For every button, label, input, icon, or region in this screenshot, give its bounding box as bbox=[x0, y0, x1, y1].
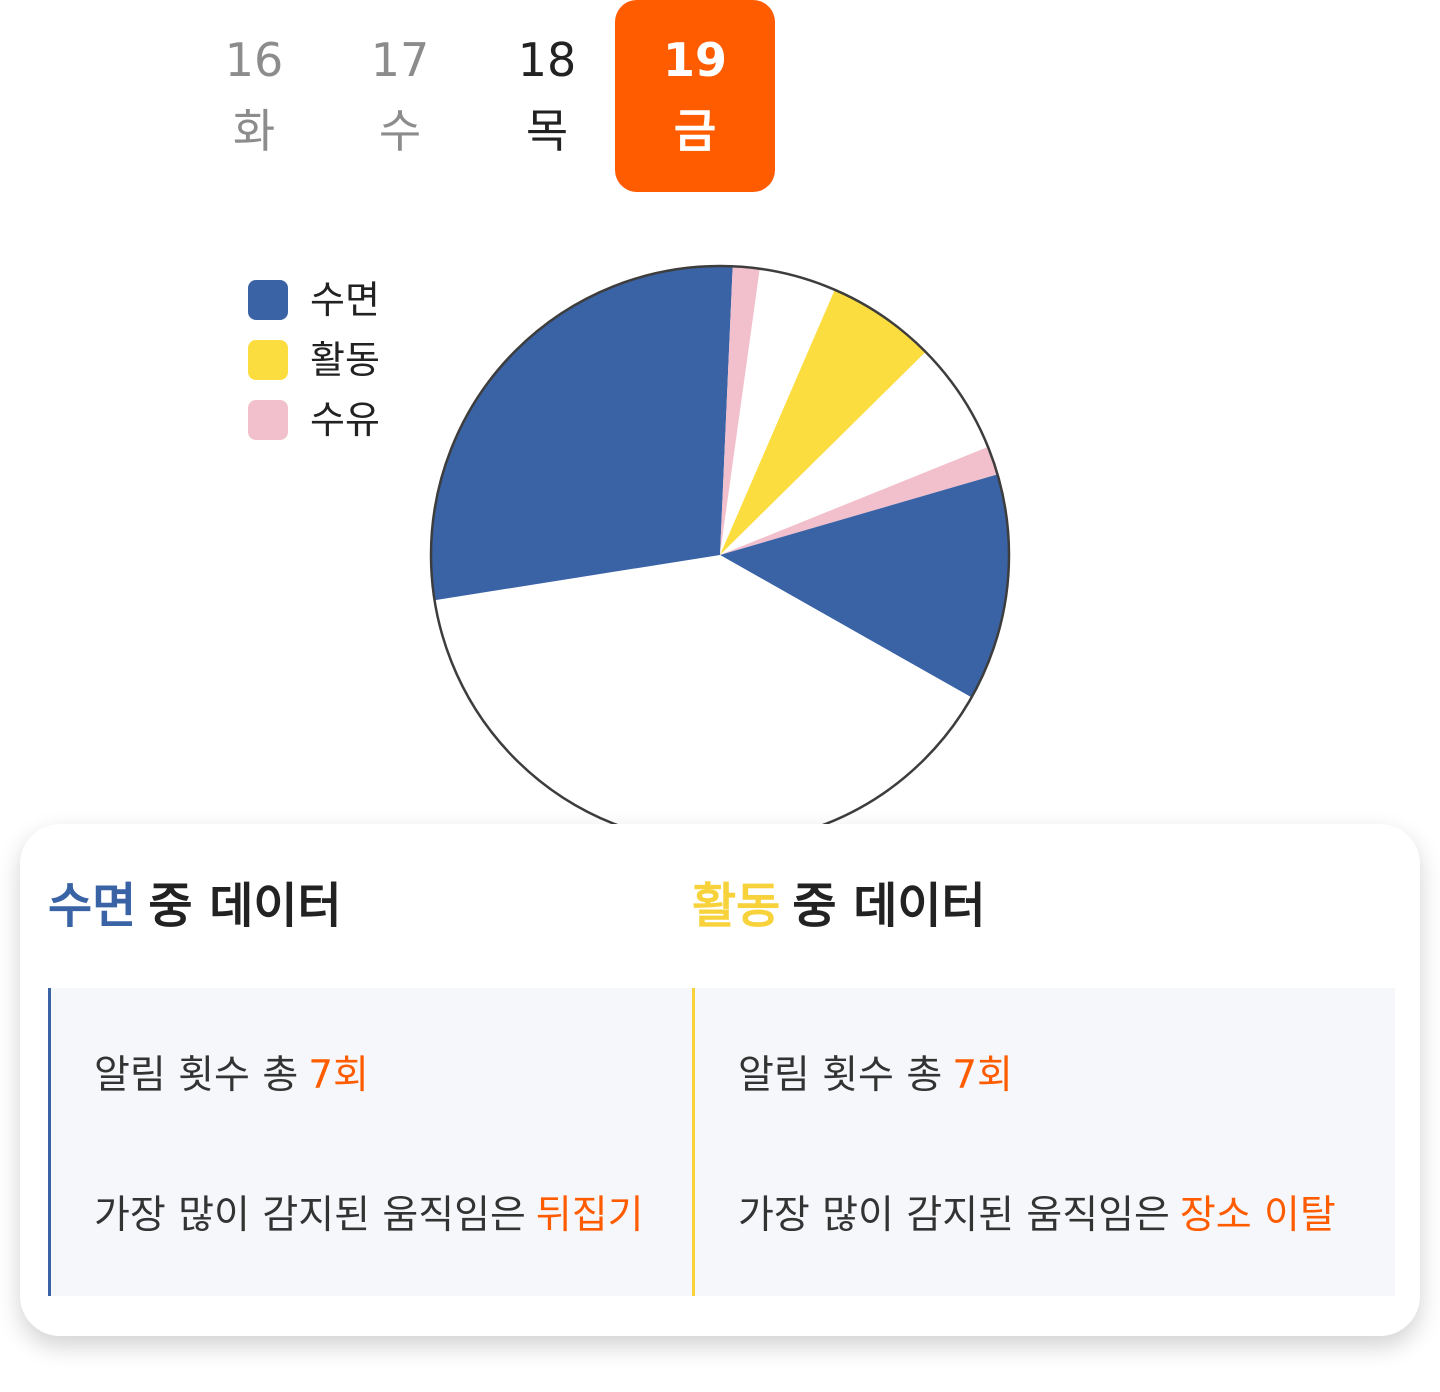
alert-text: 알림 횟수 총 bbox=[738, 1053, 943, 1098]
day-weekday: 목 bbox=[525, 104, 569, 158]
day-16[interactable]: 16 화 bbox=[174, 0, 334, 192]
sleep-data-heading: 수면 중 데이터 bbox=[48, 878, 342, 934]
day-date: 16 bbox=[224, 33, 284, 87]
legend-swatch bbox=[248, 340, 288, 380]
pie-slice bbox=[431, 266, 720, 601]
pie-slice bbox=[720, 268, 835, 555]
sleep-data-panel: 알림 횟수 총 7회 가장 많이 감지된 움직임은 뒤집기 bbox=[48, 988, 695, 1296]
pie-slice bbox=[720, 266, 760, 555]
chart-legend: 수면 활동 수유 bbox=[248, 280, 380, 460]
alert-value: 7회 bbox=[308, 1053, 369, 1098]
summary-card: 수면 중 데이터 활동 중 데이터 알림 횟수 총 7회 가장 많이 감지된 움직임은… bbox=[20, 824, 1420, 1336]
motion-value: 장소 이탈 bbox=[1179, 1193, 1336, 1238]
day-19-selected[interactable]: 19 금 bbox=[615, 0, 775, 192]
pie-slice bbox=[720, 446, 998, 555]
legend-swatch bbox=[248, 280, 288, 320]
day-date: 19 bbox=[662, 33, 727, 87]
legend-item-feeding: 수유 bbox=[248, 400, 380, 440]
day-date: 18 bbox=[517, 33, 577, 87]
motion-value: 뒤집기 bbox=[535, 1193, 644, 1238]
pie-slice bbox=[720, 266, 733, 555]
pie-slice bbox=[434, 555, 972, 845]
activity-keyword: 활동 bbox=[692, 878, 781, 934]
pie-slice bbox=[720, 474, 1010, 698]
alert-value: 7회 bbox=[952, 1053, 1013, 1098]
motion-text: 가장 많이 감지된 움직임은 bbox=[738, 1193, 1170, 1238]
sleep-alert-count: 알림 횟수 총 7회 bbox=[94, 1052, 369, 1100]
activity-alert-count: 알림 횟수 총 7회 bbox=[738, 1052, 1013, 1100]
alert-text: 알림 횟수 총 bbox=[94, 1053, 299, 1098]
legend-swatch bbox=[248, 400, 288, 440]
day-date: 17 bbox=[370, 33, 430, 87]
day-weekday: 금 bbox=[673, 104, 717, 158]
activity-data-panel: 알림 횟수 총 7회 가장 많이 감지된 움직임은 장소 이탈 bbox=[692, 988, 1395, 1296]
heading-suffix: 중 데이터 bbox=[792, 878, 986, 934]
day-weekday: 화 bbox=[232, 104, 276, 158]
heading-suffix: 중 데이터 bbox=[148, 878, 342, 934]
activity-top-motion: 가장 많이 감지된 움직임은 장소 이탈 bbox=[738, 1192, 1336, 1240]
legend-item-activity: 활동 bbox=[248, 340, 380, 380]
day-18[interactable]: 18 목 bbox=[467, 0, 627, 192]
activity-data-heading: 활동 중 데이터 bbox=[692, 878, 986, 934]
day-17[interactable]: 17 수 bbox=[320, 0, 480, 192]
legend-label: 수유 bbox=[310, 398, 380, 442]
day-weekday: 수 bbox=[378, 104, 422, 158]
legend-label: 활동 bbox=[310, 338, 380, 382]
sleep-top-motion: 가장 많이 감지된 움직임은 뒤집기 bbox=[94, 1192, 644, 1240]
sleep-keyword: 수면 bbox=[48, 878, 137, 934]
legend-label: 수면 bbox=[310, 278, 380, 322]
pie-slice bbox=[720, 289, 926, 555]
motion-text: 가장 많이 감지된 움직임은 bbox=[94, 1193, 526, 1238]
pie-slice bbox=[720, 351, 989, 555]
legend-item-sleep: 수면 bbox=[248, 280, 380, 320]
